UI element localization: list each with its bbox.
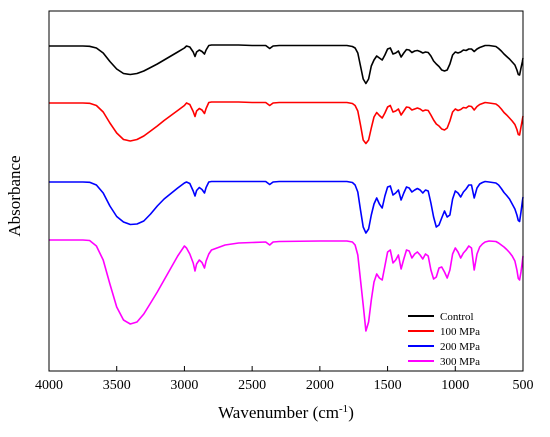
series-line-1 [49, 44, 524, 85]
legend: Control 100 MPa 200 MPa 300 MPa [408, 311, 480, 368]
x-tick-label: 2000 [306, 378, 334, 393]
x-tick-label: 1000 [441, 378, 469, 393]
legend-label-2: 100 MPa [440, 326, 480, 338]
x-axis-title-main: Wavenumber (cm [218, 403, 339, 422]
x-tick-label: 3500 [103, 378, 131, 393]
series-line-4 [49, 239, 524, 332]
x-tick-label: 1500 [374, 378, 402, 393]
x-axis-ticks: 4000 3500 3000 2500 2000 1500 1000 500 [35, 366, 534, 393]
legend-label-4: 300 MPa [440, 356, 480, 368]
series-line-3 [49, 180, 524, 234]
x-tick-label: 500 [513, 378, 534, 393]
legend-label-1: Control [440, 311, 474, 323]
x-tick-label: 3000 [170, 378, 198, 393]
series-line-2 [49, 101, 524, 145]
x-tick-label: 2500 [238, 378, 266, 393]
legend-label-3: 200 MPa [440, 341, 480, 353]
x-tick-label: 4000 [35, 378, 63, 393]
x-axis-title-close: ) [348, 403, 354, 422]
x-axis-title-superscript: -1 [339, 403, 348, 415]
plot-frame [48, 10, 524, 372]
y-axis-title: Absorbance [5, 155, 24, 236]
x-axis-title: Wavenumber (cm-1) [218, 403, 354, 422]
series-layer [49, 44, 524, 332]
